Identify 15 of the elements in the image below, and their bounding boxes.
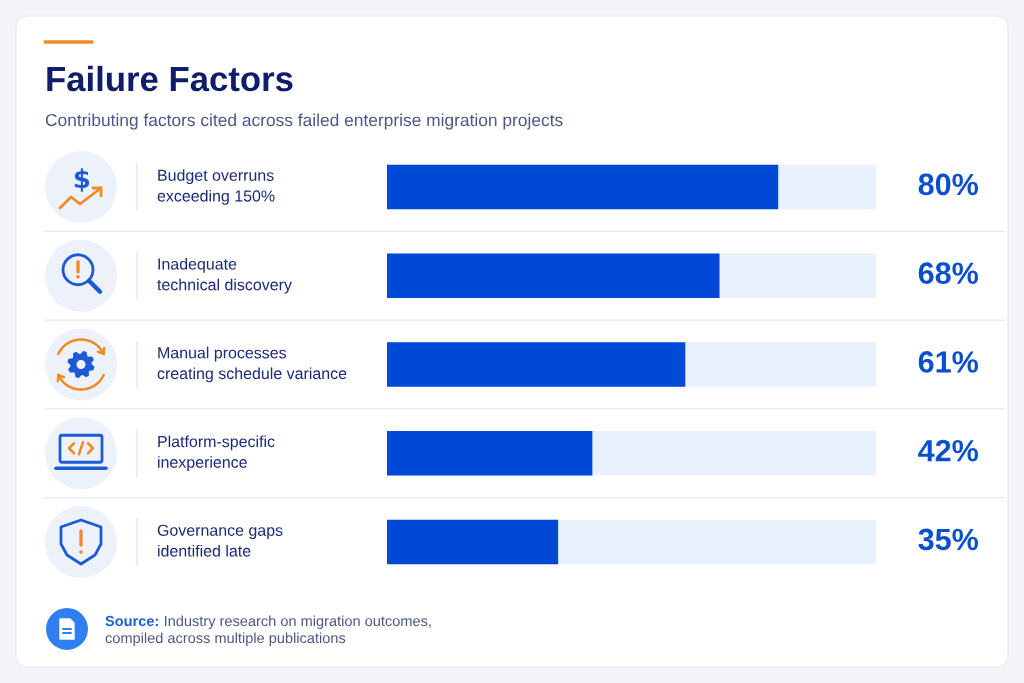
chart-title: Failure Factors xyxy=(47,65,293,92)
data-label: 68% xyxy=(918,262,979,284)
data-label: 35% xyxy=(918,528,979,551)
data-label: 80% xyxy=(918,173,979,196)
data-label: 42% xyxy=(918,439,979,462)
y-tick-label: Inadequate technical discovery xyxy=(157,257,292,294)
y-tick-label: Governance gaps identified late xyxy=(157,524,283,557)
text: Industry research on migration outcomes, xyxy=(164,615,431,630)
y-tick-label: Manual processes creating schedule variance xyxy=(157,346,347,383)
y-tick-label: Platform-specific inexperience xyxy=(158,435,275,472)
text: compiled across multiple publications xyxy=(105,632,346,647)
chart-subtitle: Contributing factors cited across failed enterprise migration projects xyxy=(45,113,563,130)
source-note: Source: xyxy=(105,615,158,627)
data-label: 61% xyxy=(918,351,979,373)
y-tick-label: Budget overruns exceeding 150% xyxy=(157,169,275,205)
